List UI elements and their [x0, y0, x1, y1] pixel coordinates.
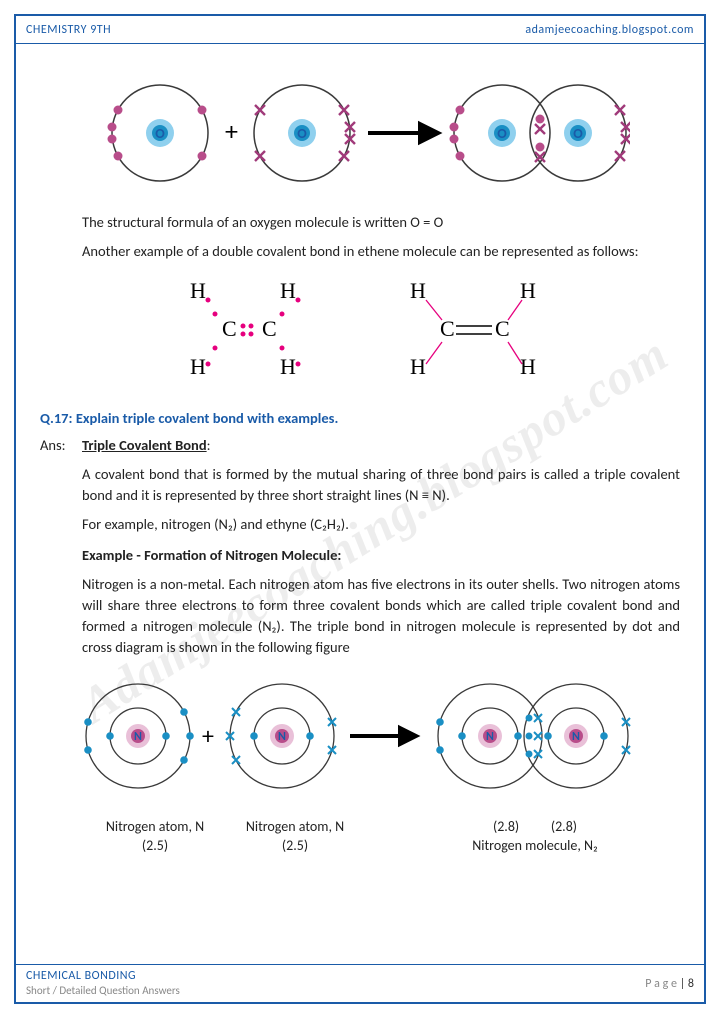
question-17: Q.17: Explain triple covalent bond with … [40, 408, 680, 429]
footer-sub: Short / Detailed Question Answers [26, 984, 180, 998]
svg-text:H: H [280, 354, 296, 379]
header: CHEMISTRY 9TH adamjeecoaching.blogspot.c… [16, 16, 704, 44]
svg-text:+: + [225, 115, 238, 147]
svg-text:H: H [520, 354, 536, 379]
page-label: P a g e [645, 977, 677, 991]
page-border: CHEMISTRY 9TH adamjeecoaching.blogspot.c… [14, 14, 706, 1004]
svg-text:H: H [190, 354, 206, 379]
cap3a: (2.8) [493, 818, 519, 835]
tcb-definition: A covalent bond that is formed by the mu… [82, 464, 680, 506]
nitrogen-diagram: N + N [40, 674, 680, 804]
oxygen-diagram: O + O [40, 68, 680, 198]
content: O + O [16, 48, 704, 960]
ethene-diagram: HH CC HH HH CC HH [40, 270, 680, 390]
svg-text:H: H [520, 278, 536, 303]
svg-text:N: N [486, 730, 494, 744]
tcb-heading: Triple Covalent Bond [82, 436, 207, 454]
footer-page: P a g e | 8 [645, 977, 694, 991]
svg-text:H: H [410, 354, 426, 379]
n-example-text: Nitrogen is a non-metal. Each nitrogen a… [82, 574, 680, 658]
paragraph-oxy-formula: The structural formula of an oxygen mole… [82, 212, 680, 233]
answer-block: Ans: Triple Covalent Bond: A covalent bo… [40, 435, 680, 666]
footer: CHEMICAL BONDING Short / Detailed Questi… [16, 964, 704, 1002]
svg-text:O: O [497, 125, 507, 142]
cap2a: Nitrogen atom, N [225, 818, 365, 837]
cap3b: (2.8) [551, 818, 577, 835]
cap1a: Nitrogen atom, N [85, 818, 225, 837]
tcb-examples: For example, nitrogen (N₂) and ethyne (C… [82, 514, 680, 535]
svg-text:N: N [572, 730, 580, 744]
ans-label: Ans: [40, 435, 82, 666]
q-number: Q.17: [40, 409, 73, 427]
svg-text:H: H [410, 278, 426, 303]
page-num: 8 [688, 977, 694, 991]
svg-text:+: + [202, 722, 214, 751]
cap3c: Nitrogen molecule, N₂ [435, 837, 635, 856]
svg-text:C: C [262, 316, 277, 341]
cap1b: (2.5) [85, 837, 225, 856]
page-sep: | [677, 977, 688, 991]
svg-text:O: O [573, 125, 583, 142]
nitrogen-captions: Nitrogen atom, N (2.5) Nitrogen atom, N … [40, 818, 680, 856]
svg-text:C: C [222, 316, 237, 341]
q-text: Explain triple covalent bond with exampl… [76, 409, 339, 427]
footer-title: CHEMICAL BONDING [26, 969, 180, 985]
svg-text:H: H [190, 278, 206, 303]
paragraph-ethene-intro: Another example of a double covalent bon… [82, 241, 680, 262]
n-example-heading: Example - Formation of Nitrogen Molecule… [82, 545, 680, 566]
svg-text:O: O [297, 125, 307, 142]
cap2b: (2.5) [225, 837, 365, 856]
svg-text:C: C [495, 316, 510, 341]
header-right: adamjeecoaching.blogspot.com [525, 23, 694, 37]
svg-text:N: N [134, 730, 142, 744]
header-left: CHEMISTRY 9TH [26, 23, 111, 37]
svg-text:N: N [278, 730, 286, 744]
svg-text:H: H [280, 278, 296, 303]
svg-text:O: O [155, 125, 165, 142]
